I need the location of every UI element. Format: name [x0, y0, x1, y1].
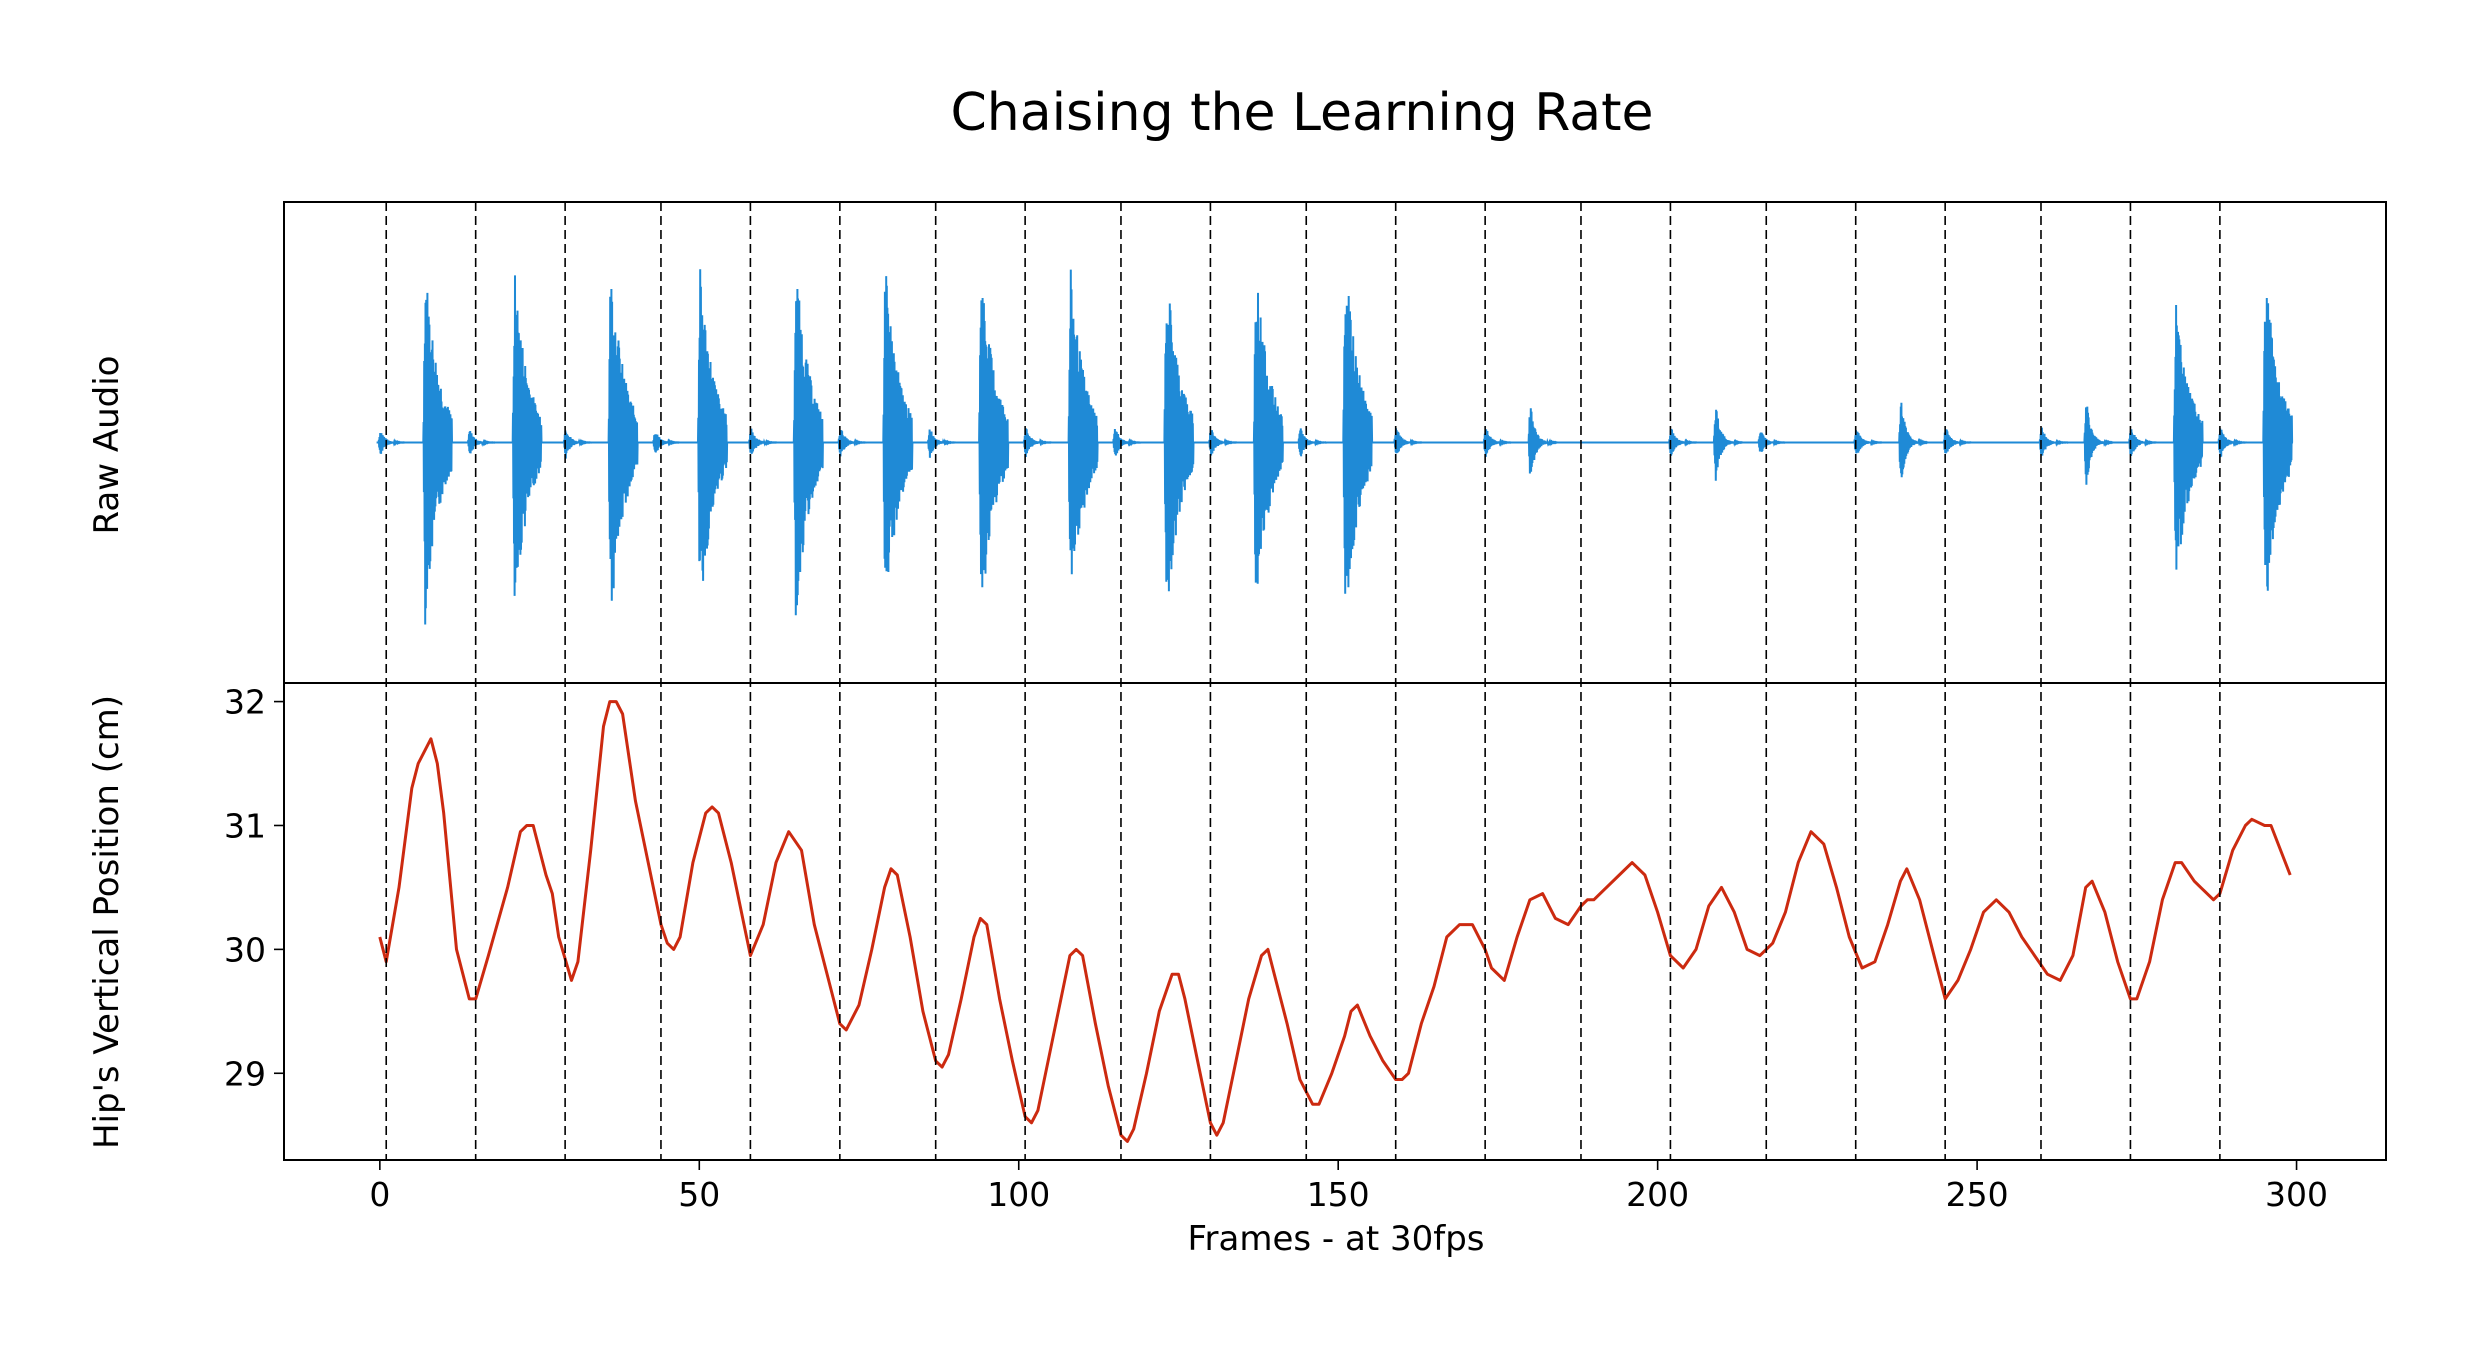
x-tick-label: 150	[1307, 1175, 1370, 1214]
chart-title: Chaising the Learning Rate	[951, 83, 1654, 143]
x-tick-label: 100	[987, 1175, 1050, 1214]
x-tick-label: 200	[1626, 1175, 1689, 1214]
hip-position-plot	[378, 700, 2292, 1143]
hip-ylabel: Hip's Vertical Position (cm)	[87, 695, 127, 1149]
audio-waveform-plot	[376, 269, 2294, 625]
hip-axes-frame	[283, 682, 2387, 1161]
x-axis-label: Frames - at 30fps	[1187, 1219, 1484, 1259]
hip-position-line	[378, 700, 2292, 1143]
y-tick-label: 29	[224, 1054, 266, 1093]
y-tick-label: 31	[224, 806, 266, 845]
axis-ticks: 0 50 100 150 200 250 300 29 30 31 32	[224, 683, 2328, 1214]
y-tick-label: 32	[224, 683, 266, 722]
audio-waveform-line	[376, 269, 2294, 625]
x-tick-label: 0	[369, 1175, 390, 1214]
y-tick-label: 30	[224, 930, 266, 969]
beat-lines	[385, 202, 2221, 1160]
x-tick-label: 50	[678, 1175, 720, 1214]
x-tick-label: 250	[1946, 1175, 2009, 1214]
x-tick-label: 300	[2265, 1175, 2328, 1214]
audio-ylabel: Raw Audio	[87, 356, 127, 535]
